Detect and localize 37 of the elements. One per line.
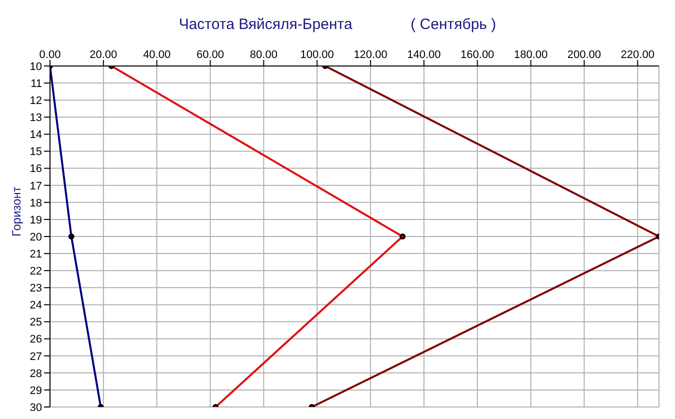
y-tick-label: 18 (30, 197, 42, 210)
point (400, 234, 406, 240)
x-tick-label: 40.00 (143, 49, 171, 61)
y-tick-label: 27 (30, 350, 42, 363)
y-tick-label: 25 (30, 316, 42, 329)
y-tick-label: 14 (30, 129, 42, 142)
x-tick-label: 220.00 (620, 49, 654, 61)
x-tick-label: 160.00 (460, 49, 494, 61)
y-tick-label: 24 (30, 300, 42, 312)
y-tick-label: 30 (30, 402, 42, 414)
x-tick-label: 20.00 (90, 49, 118, 61)
y-tick-label: 29 (30, 384, 42, 397)
y-tick-label: 12 (30, 95, 42, 108)
y-tick-label: 26 (30, 334, 42, 346)
x-tick-label: 120.00 (354, 49, 388, 61)
y-tick-label: 10 (30, 60, 42, 73)
y-tick-label: 17 (30, 180, 42, 192)
chart-title: Частота Вяйсяля-Брента ( Сентябрь ) (178, 16, 498, 33)
x-tick-label: 140.00 (407, 49, 441, 61)
x-tick-label: 0.00 (39, 49, 61, 61)
point (68, 234, 74, 240)
x-tick-label: 80.00 (250, 49, 278, 61)
y-tick-label: 13 (30, 112, 42, 124)
x-tick-label: 60.00 (196, 49, 224, 61)
x-tick-label: 100.00 (300, 49, 334, 61)
y-tick-label: 11 (30, 78, 42, 90)
y-tick-label: 19 (30, 214, 42, 226)
x-tick-label: 180.00 (514, 49, 548, 61)
y-tick-label: 28 (30, 368, 42, 380)
y-tick-label: 16 (30, 163, 42, 176)
y-tick-label: 23 (30, 282, 42, 295)
x-tick-label: 200.00 (567, 49, 602, 61)
y-tick-label: 20 (30, 231, 42, 244)
y-tick-label: 22 (30, 266, 42, 278)
y-axis-title: Горизонт (9, 186, 24, 236)
y-tick-label: 21 (30, 248, 42, 260)
y-tick-label: 15 (30, 146, 42, 158)
